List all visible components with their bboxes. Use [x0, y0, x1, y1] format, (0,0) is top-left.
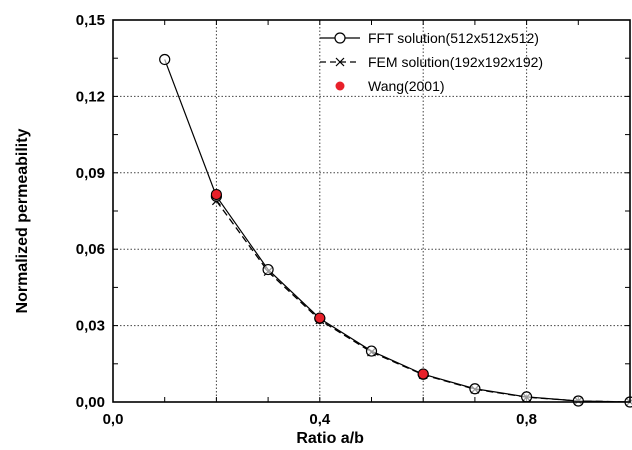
fft-point: [159, 53, 171, 66]
y-tick-label: 0,03: [76, 318, 105, 335]
legend-fft-label: FFT solution(512x512x512): [368, 30, 539, 46]
x-tick-label: 0,0: [103, 411, 124, 428]
legend: FFT solution(512x512x512) FEM solution(19…: [320, 30, 543, 94]
wang-point: [417, 368, 429, 380]
fft-point: [469, 383, 481, 395]
wang-point: [210, 188, 222, 200]
fft-point: [520, 391, 533, 403]
y-tick-label: 0,00: [76, 394, 105, 411]
fft-point: [572, 395, 584, 407]
legend-wang-label: Wang(2001): [368, 78, 445, 94]
fft-point: [262, 263, 274, 276]
legend-fem-marker: [335, 57, 345, 67]
legend-fft-marker: [334, 32, 346, 44]
x-tick-label: 0,8: [516, 411, 537, 428]
y-tick-label: 0,12: [76, 88, 105, 105]
y-axis-title: Normalized permeability: [14, 128, 31, 313]
tick-labels: 0,0 0,4 0,8 0,00 0,03 0,06 0,09 0,12 0,15: [76, 12, 537, 428]
fft-point: [365, 345, 378, 357]
y-tick-label: 0,15: [76, 12, 105, 29]
grid-lines: [113, 20, 630, 402]
wang-point: [314, 312, 326, 324]
x-axis-title: Ratio a/b: [296, 430, 364, 447]
fft-series-line: [164, 59, 631, 403]
plot-frame: [112, 19, 631, 403]
y-tick-label: 0,06: [76, 241, 105, 258]
y-tick-label: 0,09: [76, 165, 105, 182]
legend-fem-label: FEM solution(192x192x192): [368, 54, 543, 70]
series-layer: [159, 53, 632, 408]
legend-wang-marker: [335, 81, 345, 91]
x-tick-label: 0,4: [309, 411, 331, 428]
